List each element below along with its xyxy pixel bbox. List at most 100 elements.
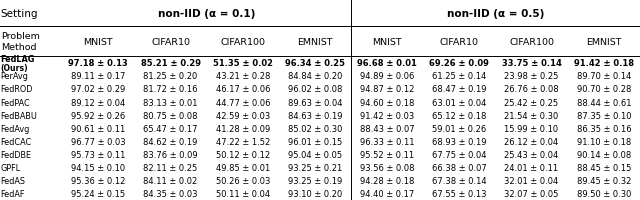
Text: 67.38 ± 0.14: 67.38 ± 0.14 <box>432 176 486 185</box>
Text: 68.47 ± 0.19: 68.47 ± 0.19 <box>432 85 486 94</box>
Text: 25.43 ± 0.04: 25.43 ± 0.04 <box>504 150 559 159</box>
Text: 82.11 ± 0.25: 82.11 ± 0.25 <box>143 163 198 172</box>
Text: 26.12 ± 0.04: 26.12 ± 0.04 <box>504 137 559 146</box>
Text: 67.55 ± 0.13: 67.55 ± 0.13 <box>432 189 486 198</box>
Text: FedAF: FedAF <box>1 189 25 198</box>
Text: 68.93 ± 0.19: 68.93 ± 0.19 <box>432 137 486 146</box>
Text: CIFAR100: CIFAR100 <box>220 38 266 46</box>
Text: 59.01 ± 0.26: 59.01 ± 0.26 <box>432 124 486 133</box>
Text: 83.76 ± 0.09: 83.76 ± 0.09 <box>143 150 198 159</box>
Text: 87.35 ± 0.10: 87.35 ± 0.10 <box>577 111 631 120</box>
Text: 89.11 ± 0.17: 89.11 ± 0.17 <box>71 72 125 81</box>
Text: 89.63 ± 0.04: 89.63 ± 0.04 <box>288 98 342 107</box>
Text: 66.38 ± 0.07: 66.38 ± 0.07 <box>432 163 486 172</box>
Text: 88.43 ± 0.07: 88.43 ± 0.07 <box>360 124 414 133</box>
Text: 51.35 ± 0.02: 51.35 ± 0.02 <box>213 59 273 68</box>
Text: 89.45 ± 0.32: 89.45 ± 0.32 <box>577 176 631 185</box>
Text: 96.02 ± 0.08: 96.02 ± 0.08 <box>288 85 342 94</box>
Text: 85.02 ± 0.30: 85.02 ± 0.30 <box>288 124 342 133</box>
Text: 44.77 ± 0.06: 44.77 ± 0.06 <box>216 98 270 107</box>
Text: 90.14 ± 0.08: 90.14 ± 0.08 <box>577 150 631 159</box>
Text: 81.25 ± 0.20: 81.25 ± 0.20 <box>143 72 198 81</box>
Text: 89.12 ± 0.04: 89.12 ± 0.04 <box>71 98 125 107</box>
Text: Problem: Problem <box>1 32 40 41</box>
Text: 90.70 ± 0.28: 90.70 ± 0.28 <box>577 85 631 94</box>
Text: (Ours): (Ours) <box>1 63 28 72</box>
Text: 91.42 ± 0.03: 91.42 ± 0.03 <box>360 111 414 120</box>
Text: 65.12 ± 0.18: 65.12 ± 0.18 <box>432 111 486 120</box>
Text: 49.85 ± 0.01: 49.85 ± 0.01 <box>216 163 270 172</box>
Text: 90.61 ± 0.11: 90.61 ± 0.11 <box>71 124 125 133</box>
Text: 97.02 ± 0.29: 97.02 ± 0.29 <box>71 85 125 94</box>
Text: FedROD: FedROD <box>1 85 33 94</box>
Text: 80.75 ± 0.08: 80.75 ± 0.08 <box>143 111 198 120</box>
Text: 33.75 ± 0.14: 33.75 ± 0.14 <box>502 59 561 68</box>
Text: 65.47 ± 0.17: 65.47 ± 0.17 <box>143 124 198 133</box>
Text: 84.35 ± 0.03: 84.35 ± 0.03 <box>143 189 198 198</box>
Text: 94.60 ± 0.18: 94.60 ± 0.18 <box>360 98 414 107</box>
Text: MNIST: MNIST <box>372 38 402 46</box>
Text: CIFAR10: CIFAR10 <box>440 38 479 46</box>
Text: 91.42 ± 0.18: 91.42 ± 0.18 <box>574 59 634 68</box>
Text: 95.04 ± 0.05: 95.04 ± 0.05 <box>288 150 342 159</box>
Text: 81.72 ± 0.16: 81.72 ± 0.16 <box>143 85 198 94</box>
Text: 25.42 ± 0.25: 25.42 ± 0.25 <box>504 98 559 107</box>
Text: 41.28 ± 0.09: 41.28 ± 0.09 <box>216 124 270 133</box>
Text: 93.56 ± 0.08: 93.56 ± 0.08 <box>360 163 414 172</box>
Text: 96.77 ± 0.03: 96.77 ± 0.03 <box>71 137 125 146</box>
Text: 86.35 ± 0.16: 86.35 ± 0.16 <box>577 124 631 133</box>
Text: 94.28 ± 0.18: 94.28 ± 0.18 <box>360 176 414 185</box>
Text: 67.75 ± 0.04: 67.75 ± 0.04 <box>432 150 486 159</box>
Text: 50.26 ± 0.03: 50.26 ± 0.03 <box>216 176 270 185</box>
Text: FedDBE: FedDBE <box>1 150 31 159</box>
Text: FedPAC: FedPAC <box>1 98 30 107</box>
Text: 32.07 ± 0.05: 32.07 ± 0.05 <box>504 189 559 198</box>
Text: 26.76 ± 0.08: 26.76 ± 0.08 <box>504 85 559 94</box>
Text: 93.25 ± 0.21: 93.25 ± 0.21 <box>288 163 342 172</box>
Text: 21.54 ± 0.30: 21.54 ± 0.30 <box>504 111 559 120</box>
Text: 85.21 ± 0.29: 85.21 ± 0.29 <box>141 59 200 68</box>
Text: 46.17 ± 0.06: 46.17 ± 0.06 <box>216 85 270 94</box>
Text: EMNIST: EMNIST <box>298 38 333 46</box>
Text: 84.63 ± 0.19: 84.63 ± 0.19 <box>288 111 342 120</box>
Text: FedAvg: FedAvg <box>1 124 30 133</box>
Text: 88.44 ± 0.61: 88.44 ± 0.61 <box>577 98 631 107</box>
Text: Setting: Setting <box>1 9 38 18</box>
Text: 94.87 ± 0.12: 94.87 ± 0.12 <box>360 85 414 94</box>
Text: 95.36 ± 0.12: 95.36 ± 0.12 <box>71 176 125 185</box>
Text: 95.52 ± 0.11: 95.52 ± 0.11 <box>360 150 414 159</box>
Text: 88.45 ± 0.15: 88.45 ± 0.15 <box>577 163 631 172</box>
Text: 47.22 ± 1.52: 47.22 ± 1.52 <box>216 137 270 146</box>
Text: 89.70 ± 0.14: 89.70 ± 0.14 <box>577 72 631 81</box>
Text: non-IID (α = 0.1): non-IID (α = 0.1) <box>157 9 255 18</box>
Text: 69.26 ± 0.09: 69.26 ± 0.09 <box>429 59 489 68</box>
Text: 42.59 ± 0.03: 42.59 ± 0.03 <box>216 111 270 120</box>
Text: 50.12 ± 0.12: 50.12 ± 0.12 <box>216 150 270 159</box>
Text: 96.33 ± 0.11: 96.33 ± 0.11 <box>360 137 414 146</box>
Text: Method: Method <box>1 43 36 52</box>
Text: 95.73 ± 0.11: 95.73 ± 0.11 <box>71 150 125 159</box>
Text: 89.50 ± 0.30: 89.50 ± 0.30 <box>577 189 631 198</box>
Text: 93.25 ± 0.19: 93.25 ± 0.19 <box>288 176 342 185</box>
Text: 23.98 ± 0.25: 23.98 ± 0.25 <box>504 72 559 81</box>
Text: 95.24 ± 0.15: 95.24 ± 0.15 <box>71 189 125 198</box>
Text: 94.15 ± 0.10: 94.15 ± 0.10 <box>71 163 125 172</box>
Text: 83.13 ± 0.01: 83.13 ± 0.01 <box>143 98 198 107</box>
Text: 96.68 ± 0.01: 96.68 ± 0.01 <box>357 59 417 68</box>
Text: 96.01 ± 0.15: 96.01 ± 0.15 <box>288 137 342 146</box>
Text: FedCAC: FedCAC <box>1 137 32 146</box>
Text: FedBABU: FedBABU <box>1 111 38 120</box>
Text: 91.10 ± 0.18: 91.10 ± 0.18 <box>577 137 631 146</box>
Text: 32.01 ± 0.04: 32.01 ± 0.04 <box>504 176 559 185</box>
Text: 84.84 ± 0.20: 84.84 ± 0.20 <box>288 72 342 81</box>
Text: 43.21 ± 0.28: 43.21 ± 0.28 <box>216 72 270 81</box>
Text: 50.11 ± 0.04: 50.11 ± 0.04 <box>216 189 270 198</box>
Text: 96.34 ± 0.25: 96.34 ± 0.25 <box>285 59 345 68</box>
Text: 61.25 ± 0.14: 61.25 ± 0.14 <box>432 72 486 81</box>
Text: 94.40 ± 0.17: 94.40 ± 0.17 <box>360 189 414 198</box>
Text: 84.11 ± 0.02: 84.11 ± 0.02 <box>143 176 198 185</box>
Text: CIFAR10: CIFAR10 <box>151 38 190 46</box>
Text: PerAvg: PerAvg <box>1 72 29 81</box>
Text: EMNIST: EMNIST <box>586 38 621 46</box>
Text: MNIST: MNIST <box>83 38 113 46</box>
